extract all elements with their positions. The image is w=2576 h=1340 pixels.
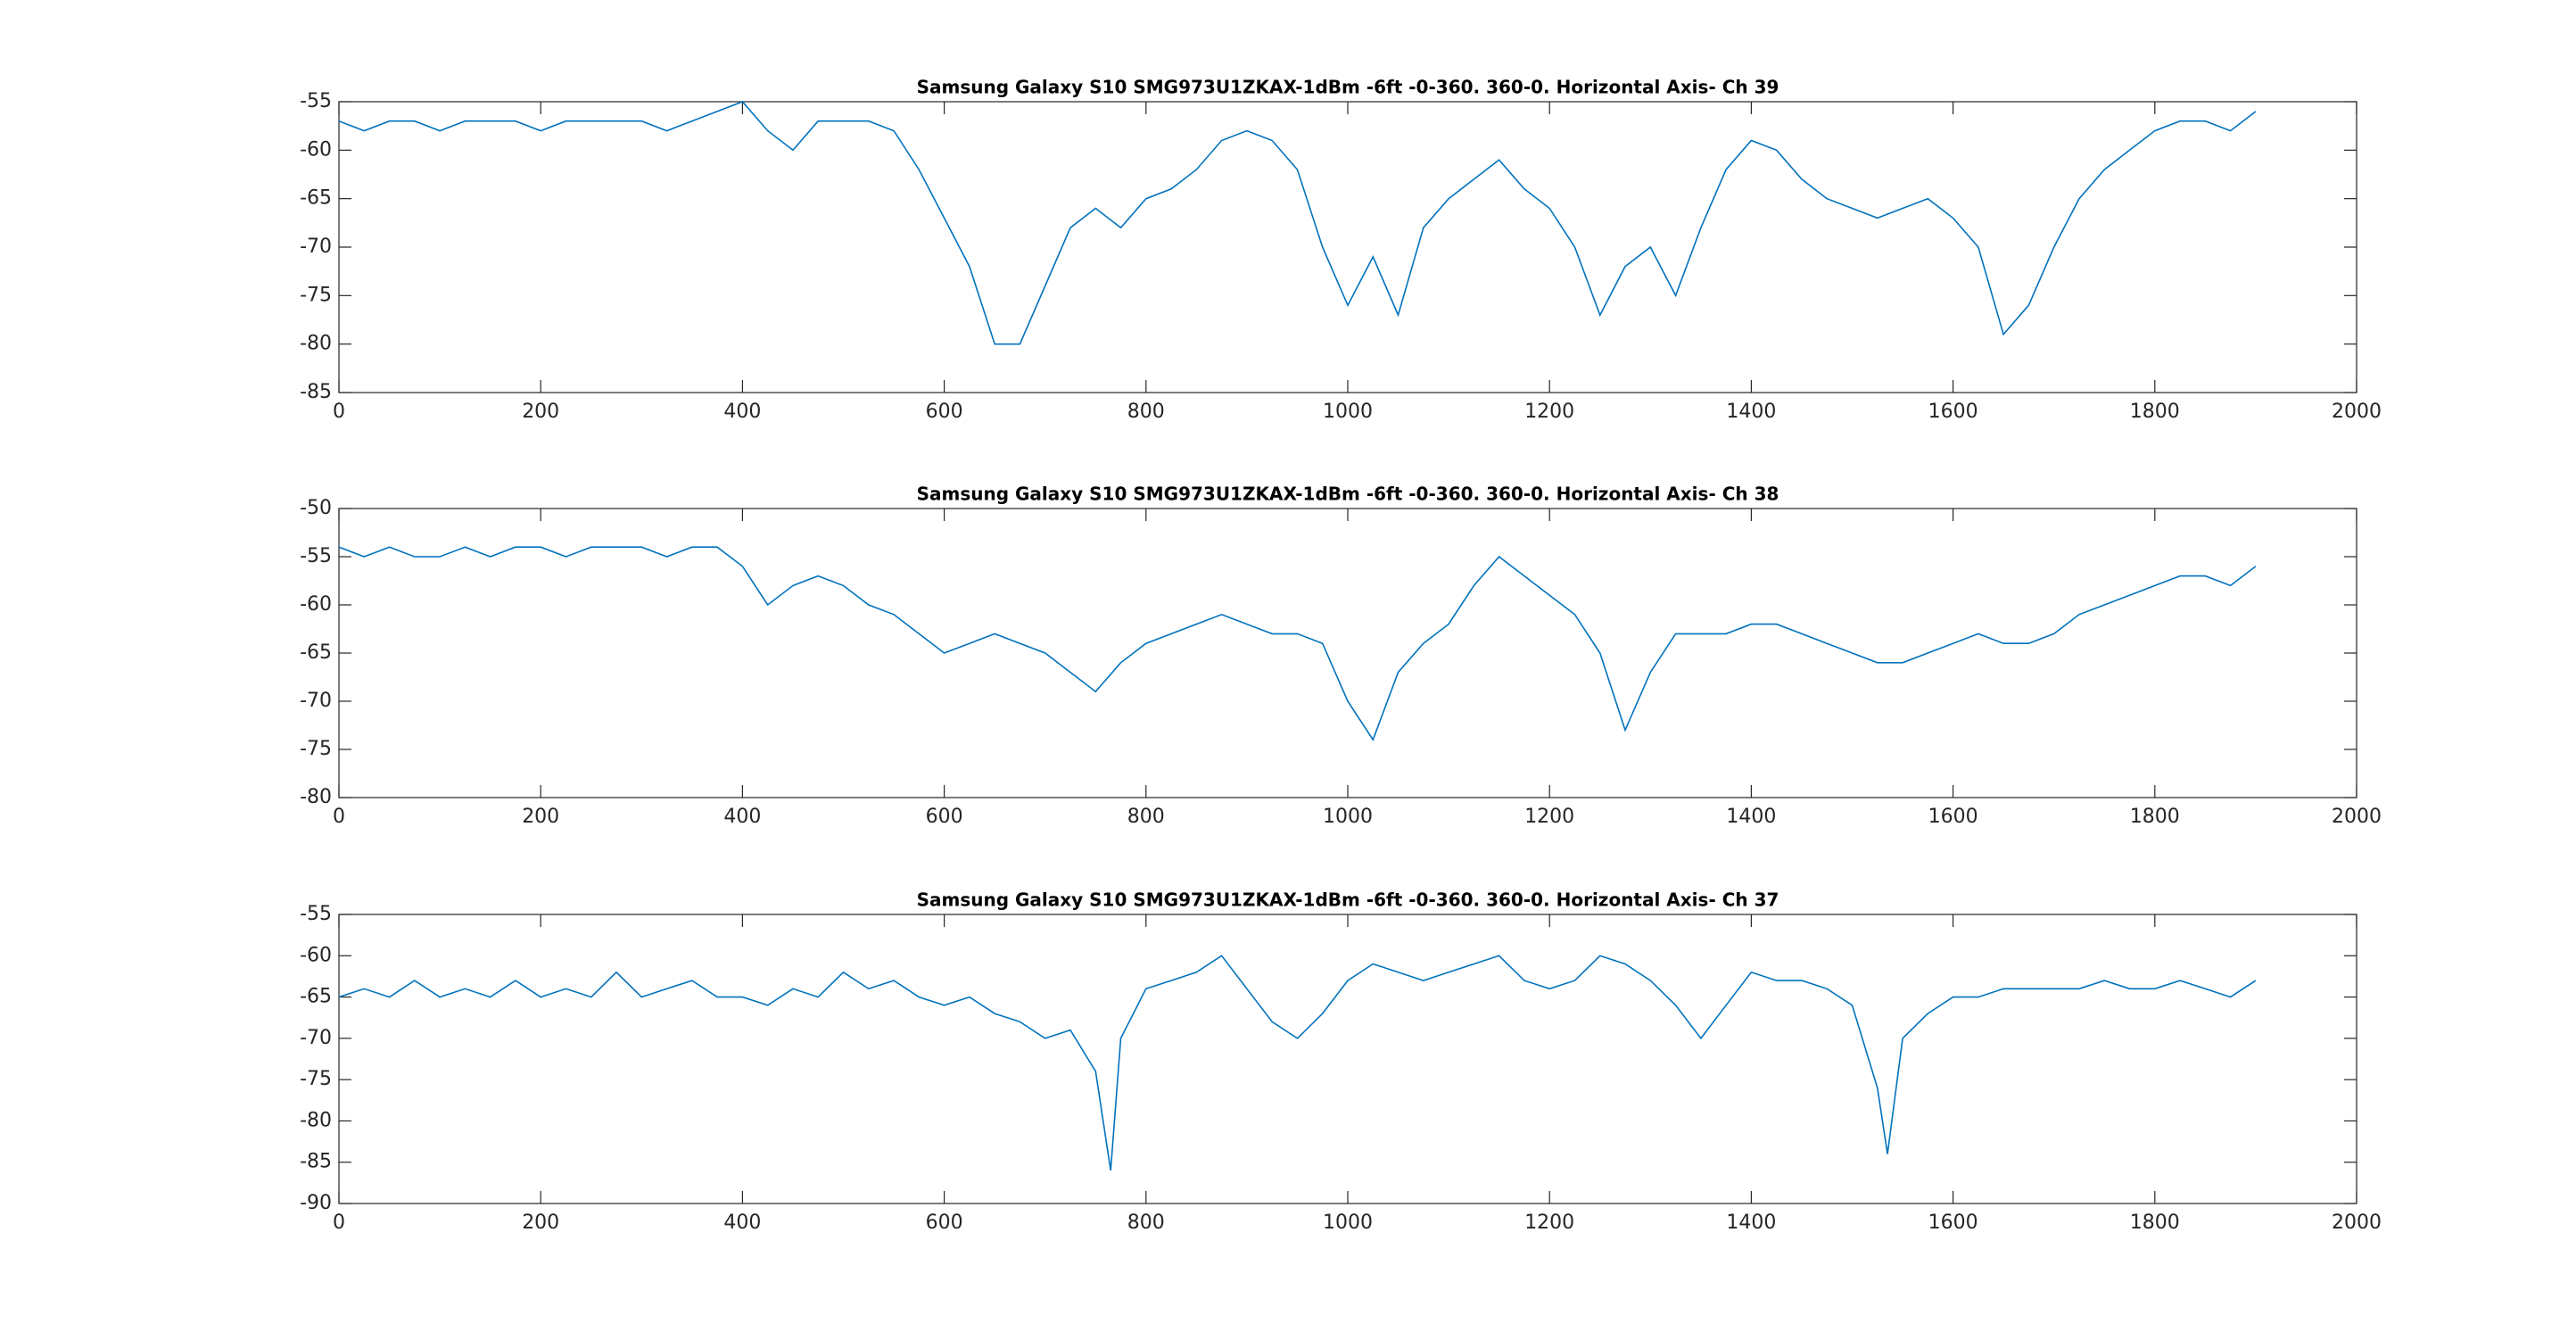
x-tick-label: 200	[522, 806, 559, 828]
y-tick-label: -50	[300, 497, 332, 519]
y-tick-label: -75	[300, 738, 332, 760]
x-tick-label: 1600	[1928, 1212, 1978, 1234]
x-tick-label: 600	[926, 1212, 963, 1234]
x-tick-label: 1000	[1323, 806, 1373, 828]
axes-box	[338, 508, 2357, 798]
axes-box	[338, 101, 2357, 393]
y-tick-label: -80	[300, 333, 332, 355]
y-tick-label: -85	[300, 381, 332, 403]
x-tick-label: 600	[926, 806, 963, 828]
x-tick-label: 1400	[1726, 806, 1776, 828]
data-line	[338, 955, 2257, 1171]
y-tick-label: -55	[300, 545, 332, 567]
y-tick-label: -75	[300, 284, 332, 306]
data-line	[338, 101, 2257, 345]
axes-box	[338, 914, 2357, 1204]
y-tick-label: -70	[300, 236, 332, 258]
x-tick-label: 1800	[2130, 806, 2180, 828]
x-tick-label: 1200	[1524, 401, 1574, 423]
x-tick-label: 400	[723, 401, 761, 423]
x-tick-label: 1200	[1524, 1212, 1574, 1234]
x-tick-label: 2000	[2332, 1212, 2382, 1234]
y-tick-label: -90	[300, 1192, 332, 1214]
x-tick-label: 2000	[2332, 806, 2382, 828]
y-tick-label: -60	[300, 593, 332, 616]
y-tick-label: -55	[300, 90, 332, 112]
x-tick-label: 400	[723, 806, 761, 828]
x-tick-label: 200	[522, 401, 559, 423]
x-tick-label: 1800	[2130, 401, 2180, 423]
y-tick-label: -70	[300, 690, 332, 712]
chart-title: Samsung Galaxy S10 SMG973U1ZKAX-1dBm -6f…	[917, 484, 1779, 505]
y-tick-label: -80	[300, 1109, 332, 1131]
y-tick-label: -80	[300, 786, 332, 808]
y-tick-label: -65	[300, 641, 332, 664]
x-tick-label: 400	[723, 1212, 761, 1234]
x-tick-label: 1400	[1726, 1212, 1776, 1234]
x-tick-label: 1000	[1323, 1212, 1373, 1234]
x-tick-label: 0	[333, 401, 345, 423]
x-tick-label: 1600	[1928, 401, 1978, 423]
x-tick-label: 800	[1127, 1212, 1165, 1234]
y-tick-label: -65	[300, 187, 332, 210]
y-tick-label: -85	[300, 1151, 332, 1173]
x-tick-label: 0	[333, 1212, 345, 1234]
y-tick-label: -60	[300, 138, 332, 161]
x-tick-label: 1000	[1323, 401, 1373, 423]
chart-title: Samsung Galaxy S10 SMG973U1ZKAX-1dBm -6f…	[917, 889, 1779, 911]
y-tick-label: -70	[300, 1027, 332, 1049]
data-line	[338, 546, 2257, 741]
x-tick-label: 600	[926, 401, 963, 423]
x-tick-label: 0	[333, 806, 345, 828]
y-tick-label: -55	[300, 903, 332, 925]
y-tick-label: -65	[300, 986, 332, 1008]
x-tick-label: 1800	[2130, 1212, 2180, 1234]
x-tick-label: 2000	[2332, 401, 2382, 423]
chart-title: Samsung Galaxy S10 SMG973U1ZKAX-1dBm -6f…	[917, 77, 1779, 98]
x-tick-label: 200	[522, 1212, 559, 1234]
x-tick-label: 1200	[1524, 806, 1574, 828]
x-tick-label: 1600	[1928, 806, 1978, 828]
x-tick-label: 800	[1127, 806, 1165, 828]
y-tick-label: -60	[300, 944, 332, 966]
y-tick-label: -75	[300, 1068, 332, 1090]
x-tick-label: 1400	[1726, 401, 1776, 423]
x-tick-label: 800	[1127, 401, 1165, 423]
